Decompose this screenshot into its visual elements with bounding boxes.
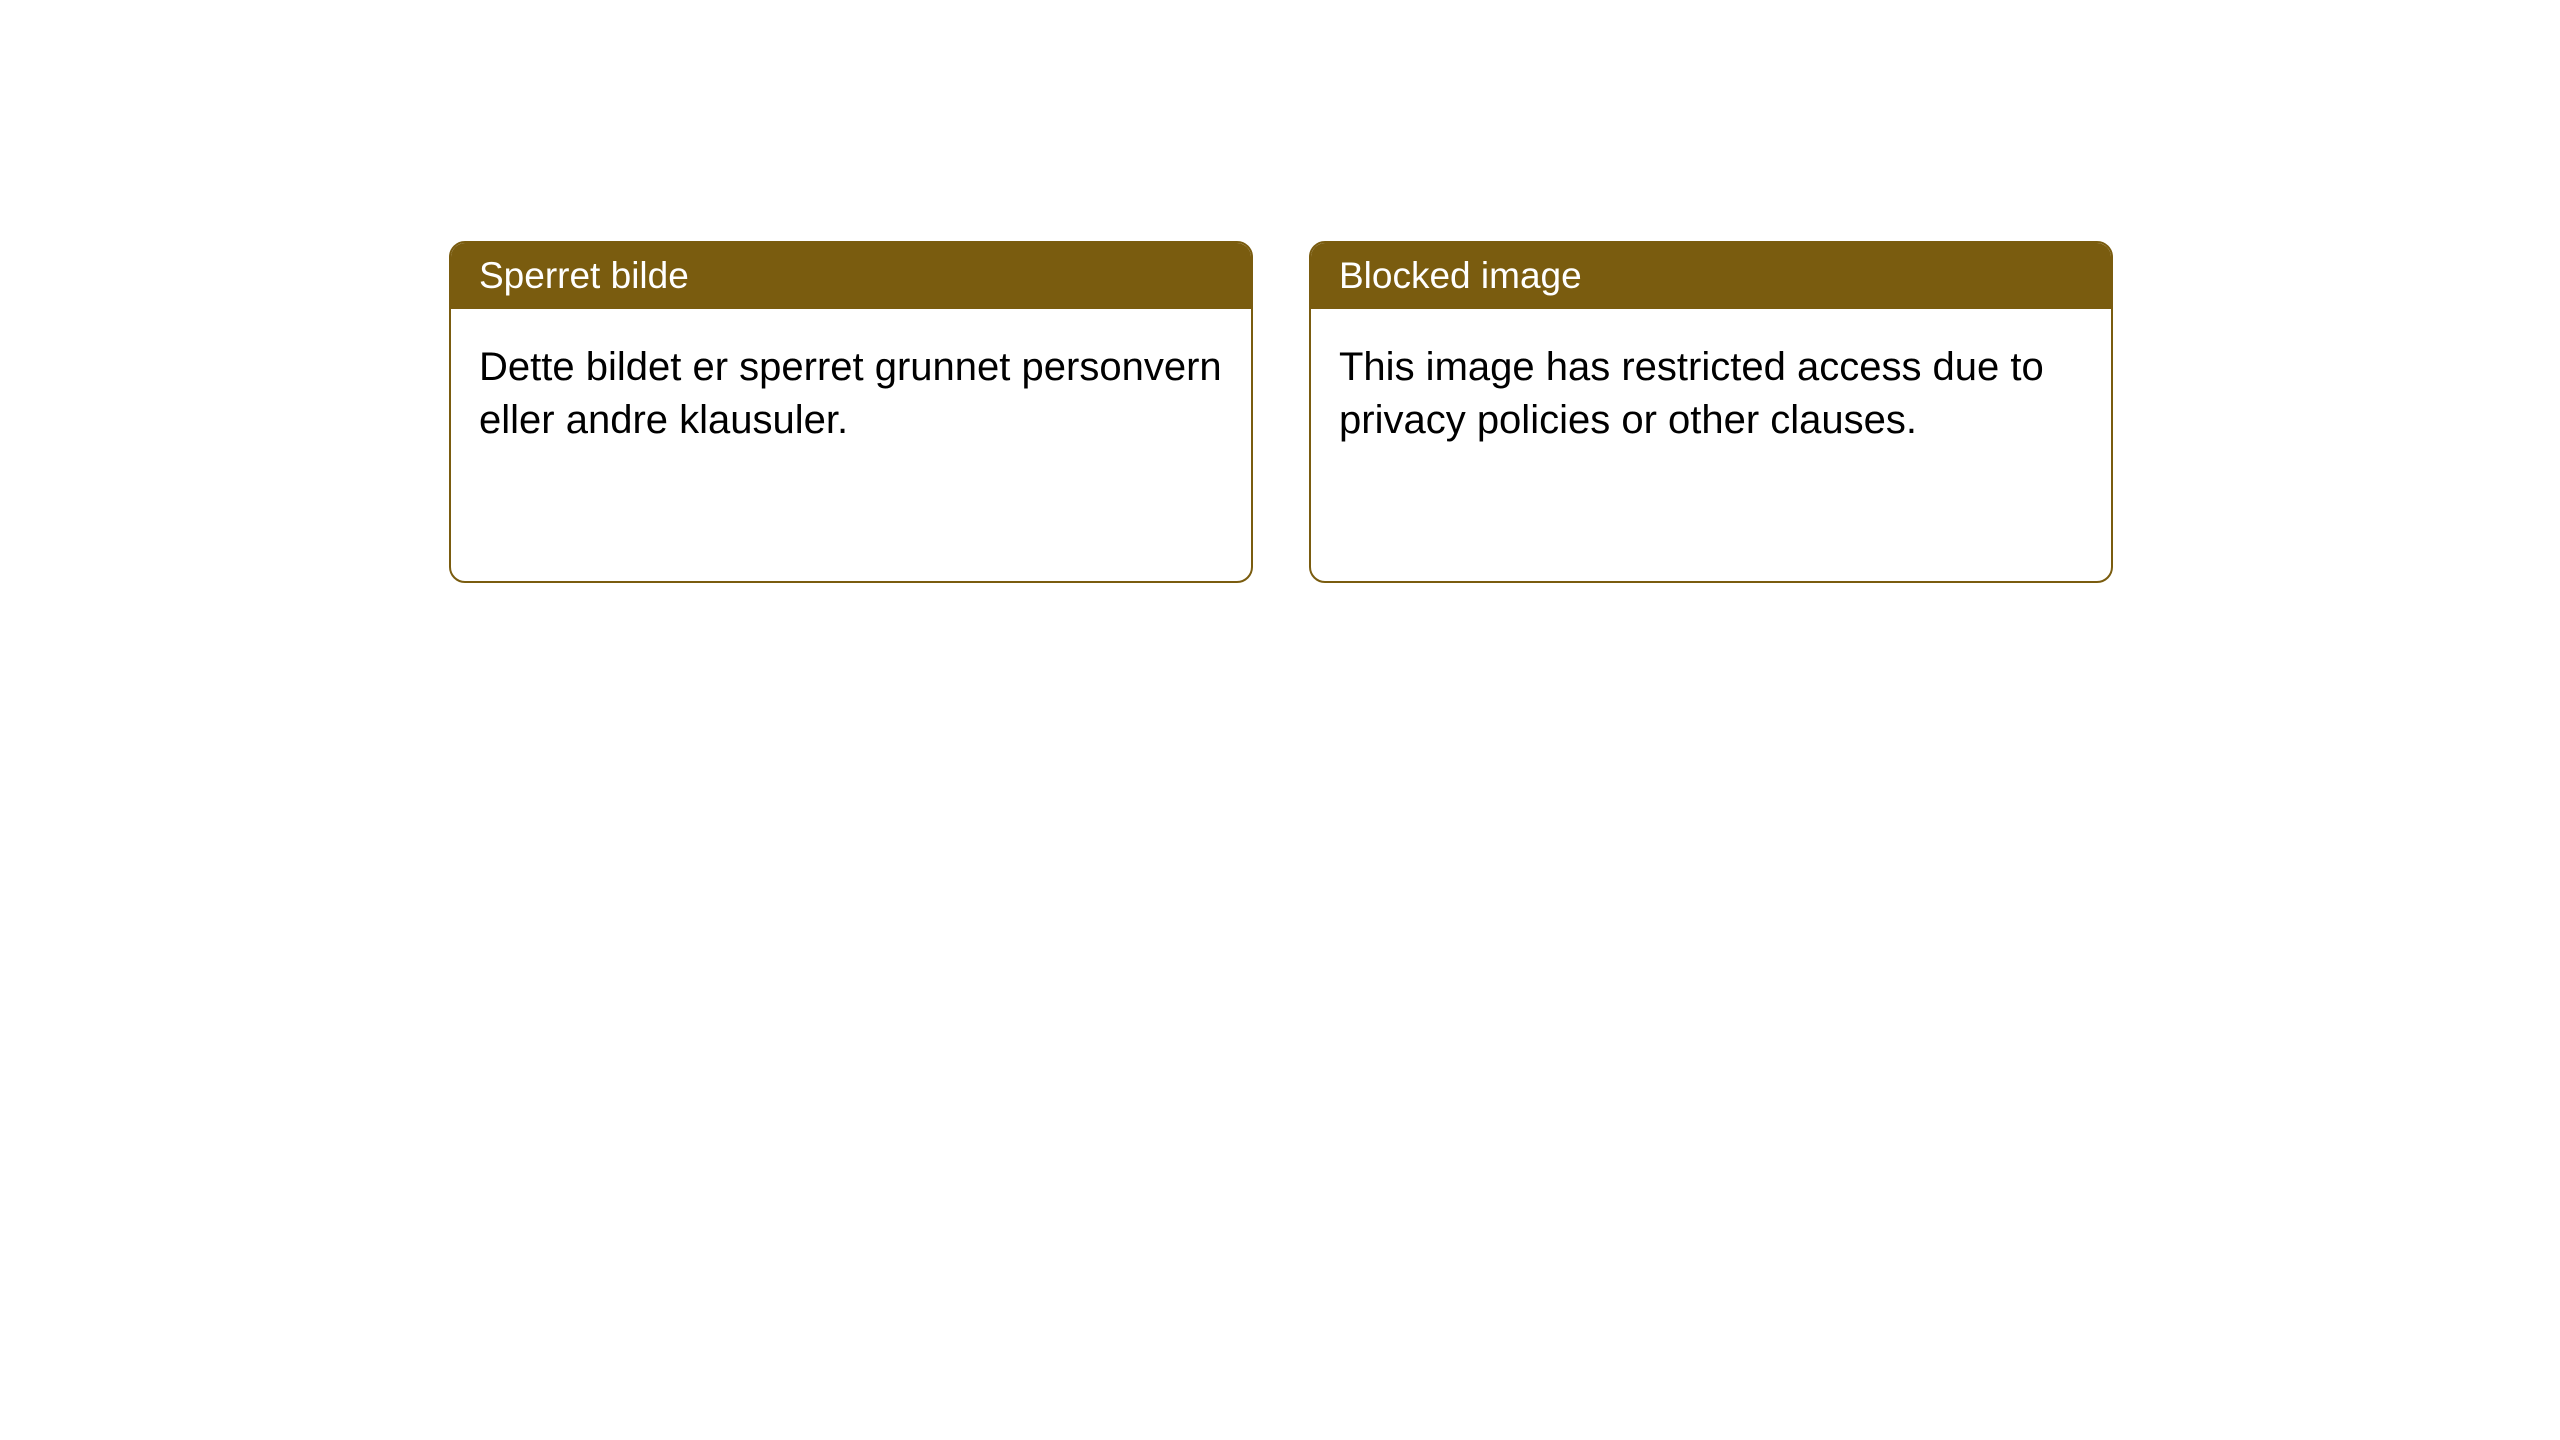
card-header-text: Sperret bilde: [479, 255, 689, 296]
card-header: Sperret bilde: [451, 243, 1251, 309]
card-body-text: Dette bildet er sperret grunnet personve…: [479, 345, 1222, 442]
notice-card-english: Blocked image This image has restricted …: [1309, 241, 2113, 583]
card-body: This image has restricted access due to …: [1311, 309, 2111, 581]
card-body: Dette bildet er sperret grunnet personve…: [451, 309, 1251, 581]
card-body-text: This image has restricted access due to …: [1339, 345, 2044, 442]
card-header-text: Blocked image: [1339, 255, 1582, 296]
notice-card-norwegian: Sperret bilde Dette bildet er sperret gr…: [449, 241, 1253, 583]
notice-container: Sperret bilde Dette bildet er sperret gr…: [449, 241, 2113, 583]
card-header: Blocked image: [1311, 243, 2111, 309]
